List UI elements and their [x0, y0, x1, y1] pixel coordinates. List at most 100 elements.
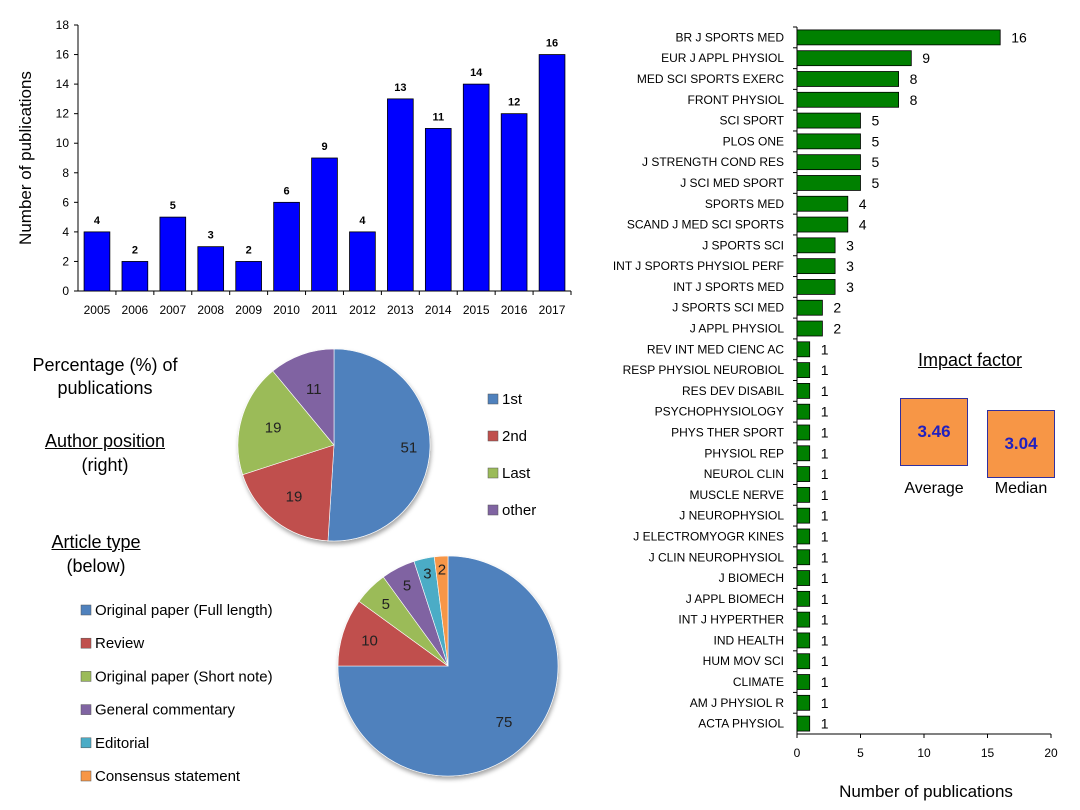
impact-factor-average-label: Average	[904, 480, 964, 497]
bar-EUR J APPL PHYSIOL	[796, 50, 912, 67]
bar-MUSCLE NERVE	[796, 486, 811, 503]
bar-HUM MOV SCI	[796, 653, 811, 670]
data-label-2010: 6	[284, 185, 290, 197]
y-tick-label-EUR J APPL PHYSIOL: EUR J APPL PHYSIOL	[661, 51, 784, 65]
legend-label-2nd: 2nd	[502, 428, 527, 445]
data-label-J NEUROPHYSIOL: 1	[821, 508, 829, 524]
data-label-EUR J APPL PHYSIOL: 9	[922, 50, 930, 66]
data-label-J SPORTS SCI: 3	[846, 237, 854, 253]
x-tick-label: 2017	[539, 303, 566, 317]
data-label-2008: 3	[208, 230, 214, 242]
y-tick-label-SCAND J MED SCI SPORTS: SCAND J MED SCI SPORTS	[627, 218, 784, 232]
x-tick-label: 2011	[312, 303, 338, 317]
bar-J SPORTS SCI MED	[796, 299, 823, 316]
bar-2010	[273, 201, 300, 292]
bar-2007	[159, 216, 187, 292]
legend-label-Consensus statement: Consensus statement	[95, 768, 241, 785]
data-label-J SCI MED SPORT: 5	[872, 175, 880, 191]
data-label-INT J HYPERTHER: 1	[821, 612, 829, 628]
impact-factor-average-value: 3.46	[917, 422, 951, 441]
y-tick-label-RESP PHYSIOL NEUROBIOL: RESP PHYSIOL NEUROBIOL	[623, 363, 785, 377]
pie-slice-1st	[327, 348, 431, 542]
data-label-J APPL BIOMECH: 1	[821, 591, 829, 607]
bar-CLIMATE	[796, 674, 811, 690]
bar-2017	[538, 54, 566, 292]
y-tick-label-BR J SPORTS MED: BR J SPORTS MED	[676, 30, 785, 44]
author-position-pie-chart: 51 19 19 11 1st 2nd Last other	[237, 348, 536, 542]
y-tick-label: 4	[62, 225, 69, 239]
y-tick-label: 18	[56, 18, 70, 32]
bar-INT J SPORTS MED	[796, 279, 836, 295]
y-tick-label-INT J SPORTS PHYSIOL PERF: INT J SPORTS PHYSIOL PERF	[613, 259, 784, 273]
data-label-INT J SPORTS MED: 3	[846, 279, 854, 295]
pie-data-label-Consensus statement: 2	[438, 561, 446, 578]
data-label-NEUROL CLIN: 1	[821, 466, 829, 482]
data-label-SCI SPORT: 5	[872, 113, 880, 129]
bar-SCAND J MED SCI SPORTS	[796, 216, 849, 233]
data-label-J SPORTS SCI MED: 2	[833, 300, 841, 316]
data-label-2017: 16	[546, 38, 558, 50]
legend-label-1st: 1st	[502, 391, 523, 408]
data-label-2012: 4	[359, 215, 366, 227]
y-tick-label: 14	[56, 77, 70, 91]
pie-slice-Last	[237, 370, 335, 476]
bar-J SPORTS SCI	[796, 237, 836, 254]
percentage-title-line-1: Percentage (%) of	[32, 355, 178, 375]
data-label-2014: 11	[432, 111, 444, 123]
data-label-J CLIN NEUROPHYSIOL: 1	[821, 549, 829, 565]
x-tick-label: 2013	[387, 303, 414, 317]
pie-slice-2nd	[242, 444, 335, 542]
y-tick-label-J STRENGTH COND RES: J STRENGTH COND RES	[642, 155, 784, 169]
legend-label-other: other	[502, 502, 536, 519]
data-label-INT J SPORTS PHYSIOL PERF: 3	[846, 258, 854, 274]
legend-swatch-Review	[80, 637, 92, 649]
bar-J SCI MED SPORT	[796, 175, 861, 191]
bar-PHYSIOL REP	[796, 445, 811, 462]
bar-J APPL BIOMECH	[796, 590, 811, 607]
percentage-title: Percentage (%) of publications	[10, 354, 200, 400]
bar-PHYS THER SPORT	[796, 424, 811, 441]
bar-2006	[121, 261, 149, 292]
legend-label-Editorial: Editorial	[95, 735, 149, 752]
y-tick-label-J APPL BIOMECH: J APPL BIOMECH	[686, 592, 784, 606]
data-label-PLOS ONE: 5	[872, 133, 880, 149]
x-axis-title: Number of publications	[839, 782, 1013, 801]
x-tick-label: 10	[917, 746, 931, 760]
bar-2011	[311, 157, 338, 292]
y-axis-title: Number of publications	[16, 71, 35, 245]
y-tick-label-PSYCHOPHYSIOLOGY: PSYCHOPHYSIOLOGY	[655, 405, 784, 419]
impact-factor-median-box: 3.04	[987, 410, 1055, 478]
legend-swatch-Editorial	[80, 737, 92, 749]
y-tick-label-SCI SPORT: SCI SPORT	[720, 114, 785, 128]
x-tick-label: 2015	[463, 303, 490, 317]
bar-J NEUROPHYSIOL	[796, 507, 811, 524]
x-tick-label: 2006	[122, 303, 149, 317]
yearly-publications-bar-chart: 0 2 4 6 8 10 12 14 16 18 4 2005 2 2006 5 2007 3 2008 2 2009…	[16, 18, 572, 317]
y-tick-label: 6	[62, 195, 69, 209]
data-label-2013: 13	[394, 82, 406, 94]
legend-swatch-General commentary	[80, 704, 92, 715]
y-tick-label-J SPORTS SCI MED: J SPORTS SCI MED	[672, 301, 784, 315]
y-tick-label-AM J PHYSIOL R: AM J PHYSIOL R	[690, 696, 785, 710]
y-tick-label-IND HEALTH: IND HEALTH	[714, 633, 784, 647]
pie-data-label-Original paper (Full length): 75	[496, 714, 513, 731]
data-label-CLIMATE: 1	[821, 674, 829, 690]
bar-2008	[197, 246, 225, 292]
x-tick-label: 2016	[501, 303, 528, 317]
x-tick-label: 15	[981, 746, 995, 760]
data-label-PSYCHOPHYSIOLOGY: 1	[821, 404, 829, 420]
impact-factor-average-box: 3.46	[900, 398, 968, 466]
y-tick-label: 2	[62, 254, 69, 268]
data-label-RES DEV DISABIL: 1	[821, 383, 829, 399]
y-tick-label-MUSCLE NERVE: MUSCLE NERVE	[690, 488, 784, 502]
data-label-SCAND J MED SCI SPORTS: 4	[859, 217, 867, 233]
bar-J CLIN NEUROPHYSIOL	[796, 549, 811, 566]
pie-slice-Consensus statement	[433, 555, 449, 667]
bar-INT J HYPERTHER	[796, 611, 811, 628]
legend-swatch-1st	[487, 393, 499, 405]
y-tick-label-PLOS ONE: PLOS ONE	[723, 134, 784, 148]
y-tick-label-J ELECTROMYOGR KINES: J ELECTROMYOGR KINES	[633, 529, 784, 543]
y-tick-label-FRONT PHYSIOL: FRONT PHYSIOL	[688, 93, 785, 107]
bar-J BIOMECH	[796, 570, 811, 586]
x-tick-label: 0	[794, 746, 801, 760]
